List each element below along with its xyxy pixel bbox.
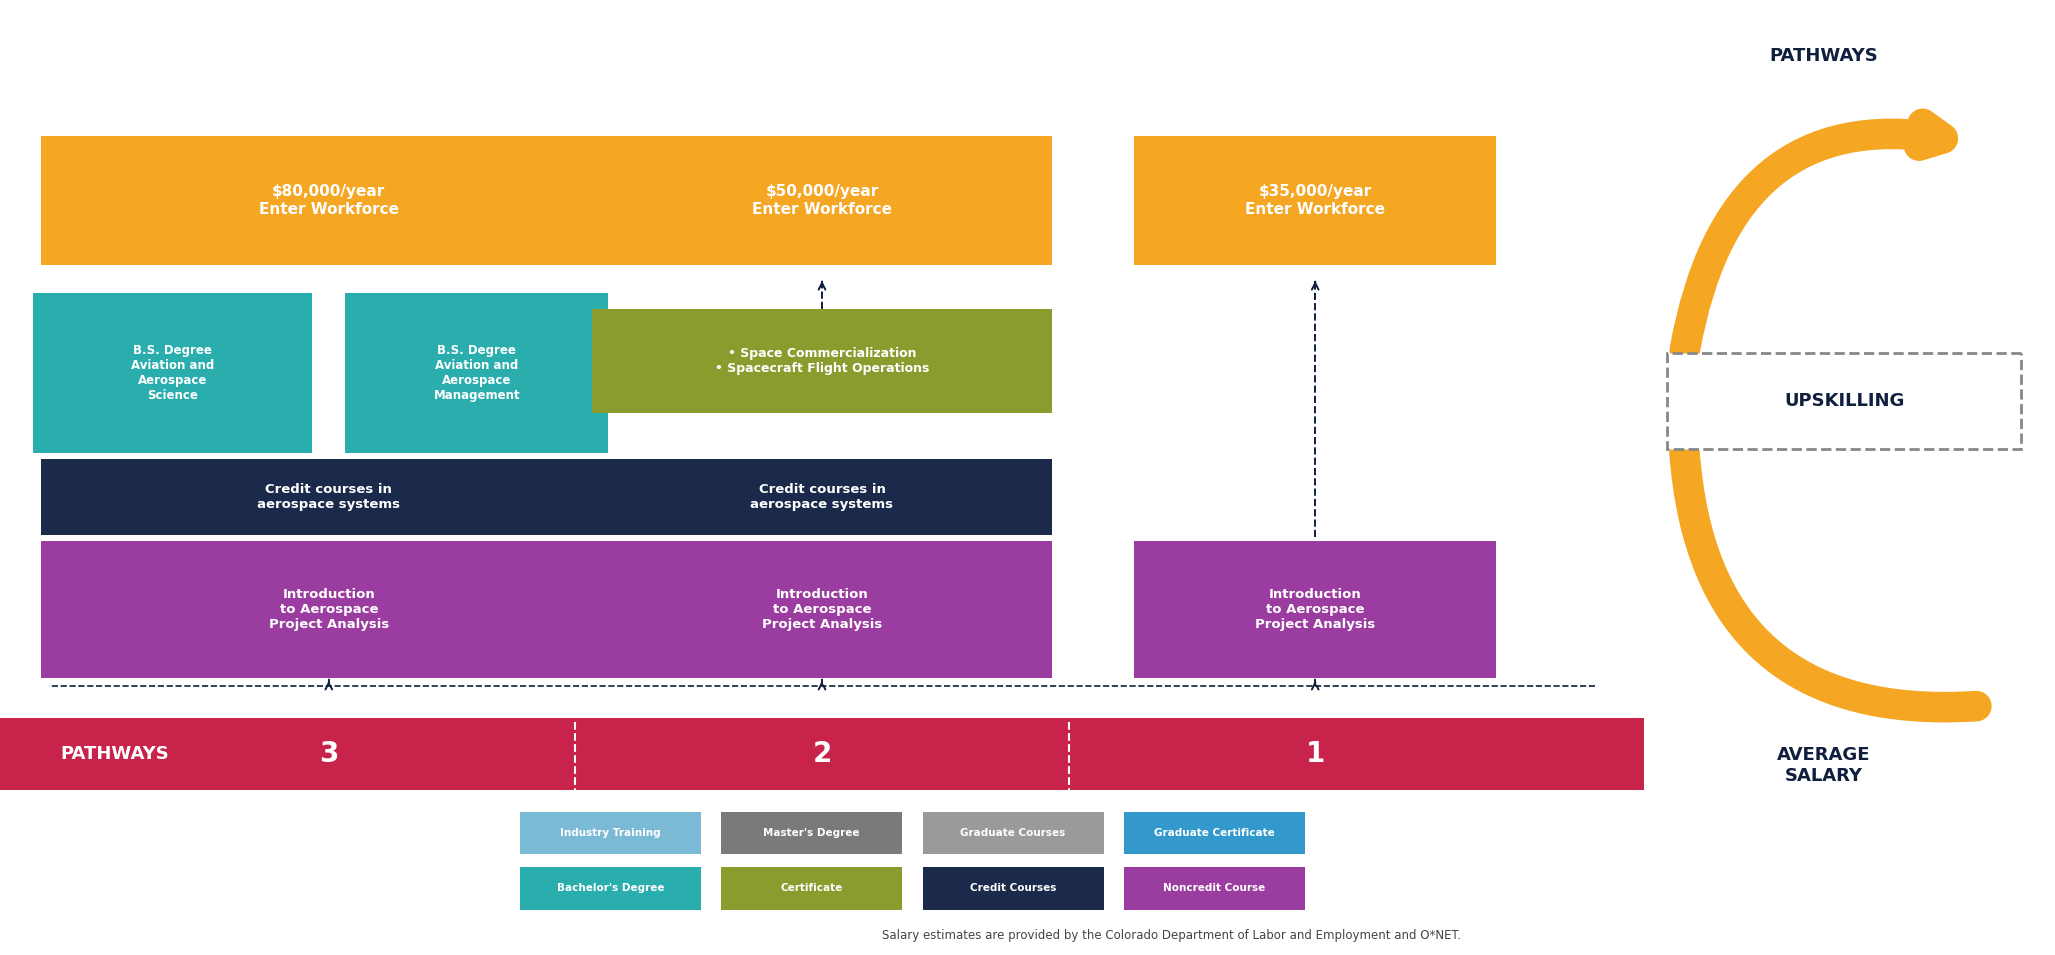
Bar xyxy=(0,718,1644,790)
Bar xyxy=(520,812,701,855)
Text: Credit courses in
aerospace systems: Credit courses in aerospace systems xyxy=(257,483,401,511)
Text: Graduate Courses: Graduate Courses xyxy=(960,828,1067,838)
Bar xyxy=(721,867,902,909)
Text: Certificate: Certificate xyxy=(781,883,843,894)
Text: Credit courses in
aerospace systems: Credit courses in aerospace systems xyxy=(750,483,894,511)
Bar xyxy=(41,459,616,536)
Text: 3: 3 xyxy=(319,740,339,768)
Text: PATHWAYS: PATHWAYS xyxy=(62,745,169,763)
Text: Salary estimates are provided by the Colorado Department of Labor and Employment: Salary estimates are provided by the Col… xyxy=(882,929,1461,942)
Text: PATHWAYS: PATHWAYS xyxy=(1769,47,1878,65)
Text: $35,000/year
Enter Workforce: $35,000/year Enter Workforce xyxy=(1245,184,1385,217)
Text: Noncredit Course: Noncredit Course xyxy=(1163,883,1266,894)
Bar xyxy=(592,308,1052,414)
Text: Industry Training: Industry Training xyxy=(561,828,660,838)
Text: Credit Courses: Credit Courses xyxy=(970,883,1056,894)
Bar xyxy=(520,867,701,909)
Text: Introduction
to Aerospace
Project Analysis: Introduction to Aerospace Project Analys… xyxy=(269,588,388,631)
Text: B.S. Degree
Aviation and
Aerospace
Science: B.S. Degree Aviation and Aerospace Scien… xyxy=(132,344,214,402)
Text: B.S. Degree
Aviation and
Aerospace
Management: B.S. Degree Aviation and Aerospace Manag… xyxy=(434,344,520,402)
Bar xyxy=(33,293,312,454)
Text: • Space Commercialization
• Spacecraft Flight Operations: • Space Commercialization • Spacecraft F… xyxy=(715,347,929,375)
Bar xyxy=(1124,812,1305,855)
Text: AVERAGE
SALARY: AVERAGE SALARY xyxy=(1778,746,1870,785)
Text: Graduate Certificate: Graduate Certificate xyxy=(1155,828,1274,838)
Bar xyxy=(41,541,616,678)
Text: Master's Degree: Master's Degree xyxy=(764,828,859,838)
Text: 2: 2 xyxy=(812,740,832,768)
Text: Key:: Key: xyxy=(616,881,647,893)
Bar xyxy=(41,137,616,265)
Bar xyxy=(721,812,902,855)
Bar xyxy=(1124,867,1305,909)
Bar xyxy=(1134,137,1496,265)
Text: Introduction
to Aerospace
Project Analysis: Introduction to Aerospace Project Analys… xyxy=(1256,588,1375,631)
Text: 1: 1 xyxy=(1305,740,1325,768)
Bar xyxy=(923,812,1104,855)
Text: Introduction
to Aerospace
Project Analysis: Introduction to Aerospace Project Analys… xyxy=(762,588,882,631)
Bar xyxy=(592,459,1052,536)
Text: UPSKILLING: UPSKILLING xyxy=(1784,393,1905,410)
Text: $50,000/year
Enter Workforce: $50,000/year Enter Workforce xyxy=(752,184,892,217)
Bar xyxy=(592,137,1052,265)
Bar xyxy=(345,293,608,454)
Bar xyxy=(1667,353,2022,449)
Bar xyxy=(592,541,1052,678)
Text: Bachelor's Degree: Bachelor's Degree xyxy=(557,883,664,894)
Bar xyxy=(923,867,1104,909)
Bar xyxy=(1134,541,1496,678)
Text: $80,000/year
Enter Workforce: $80,000/year Enter Workforce xyxy=(259,184,399,217)
